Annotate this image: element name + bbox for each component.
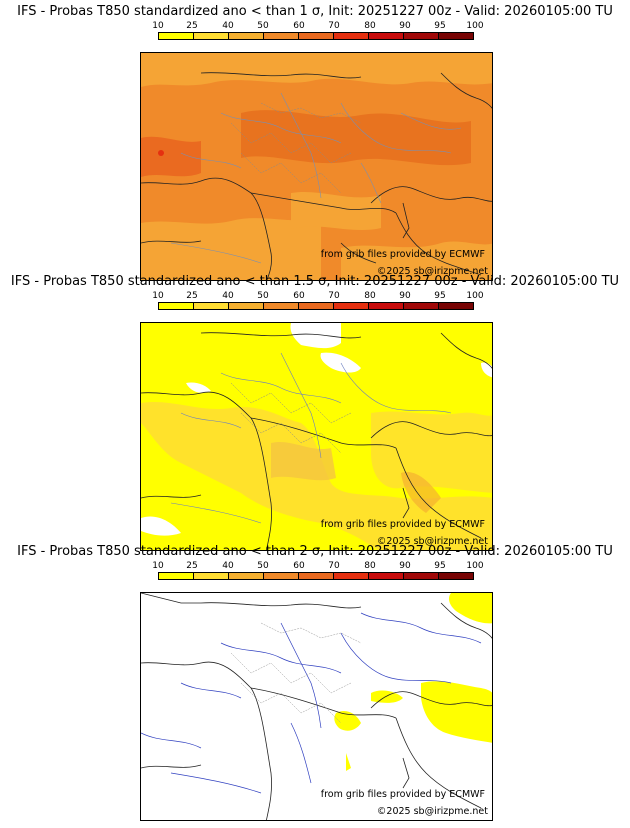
colorbar-tick-label: 80 bbox=[364, 291, 376, 301]
colorbar-tick-label: 60 bbox=[293, 21, 305, 31]
map-canvas bbox=[141, 323, 492, 550]
colorbar-segment bbox=[229, 33, 264, 39]
colorbar-tick-label: 100 bbox=[466, 21, 484, 31]
colorbar-tick-label: 25 bbox=[186, 291, 198, 301]
colorbar-tick-label: 50 bbox=[257, 291, 269, 301]
colorbar-tick-label: 25 bbox=[186, 561, 198, 571]
colorbar-segment bbox=[159, 303, 194, 309]
map-panel-1-5sigma: IFS - Probas T850 standardized ano < tha… bbox=[0, 274, 630, 551]
colorbar-segment bbox=[439, 303, 473, 309]
colorbar-tick-label: 40 bbox=[222, 561, 234, 571]
colorbar-tick-label: 60 bbox=[293, 561, 305, 571]
colorbar-segment bbox=[334, 303, 369, 309]
colorbar-tick-label: 40 bbox=[222, 291, 234, 301]
colorbar-tick-label: 70 bbox=[328, 21, 340, 31]
colorbar-segment bbox=[194, 573, 229, 579]
credit-copyright: ©2025 sb@irizpme.net bbox=[376, 536, 488, 547]
colorbar-tick-label: 50 bbox=[257, 21, 269, 31]
colorbar-tick-label: 100 bbox=[466, 561, 484, 571]
colorbar-segment bbox=[439, 573, 473, 579]
credit-copyright: ©2025 sb@irizpme.net bbox=[376, 266, 488, 277]
colorbar-tick-label: 10 bbox=[152, 21, 164, 31]
colorbar-segment bbox=[369, 573, 404, 579]
probability-map: from grib files provided by ECMWF ©2025 … bbox=[140, 52, 493, 281]
colorbar-segment bbox=[159, 573, 194, 579]
probability-map: from grib files provided by ECMWF ©2025 … bbox=[140, 592, 493, 821]
colorbar-tick-label: 100 bbox=[466, 291, 484, 301]
probability-map: from grib files provided by ECMWF ©2025 … bbox=[140, 322, 493, 551]
colorbar bbox=[158, 32, 474, 40]
colorbar-segment bbox=[264, 303, 299, 309]
colorbar-tick-label: 10 bbox=[152, 561, 164, 571]
credit-source: from grib files provided by ECMWF bbox=[320, 249, 485, 260]
colorbar-segment bbox=[439, 33, 473, 39]
credit-source: from grib files provided by ECMWF bbox=[320, 519, 485, 530]
colorbar-segment bbox=[264, 33, 299, 39]
colorbar-segment bbox=[404, 303, 439, 309]
map-panel-2sigma: IFS - Probas T850 standardized ano < tha… bbox=[0, 544, 630, 821]
colorbar-tick-label: 50 bbox=[257, 561, 269, 571]
map-panel-1sigma: IFS - Probas T850 standardized ano < tha… bbox=[0, 4, 630, 281]
colorbar-segment bbox=[334, 573, 369, 579]
panel-title: IFS - Probas T850 standardized ano < tha… bbox=[17, 4, 613, 19]
colorbar-tick-label: 60 bbox=[293, 291, 305, 301]
panel-title: IFS - Probas T850 standardized ano < tha… bbox=[17, 544, 613, 559]
colorbar-ticks: 10 25 40 50 60 70 80 90 95 100 bbox=[140, 21, 490, 31]
colorbar-segment bbox=[264, 573, 299, 579]
colorbar-tick-label: 10 bbox=[152, 291, 164, 301]
colorbar-segment bbox=[194, 33, 229, 39]
colorbar-tick-label: 40 bbox=[222, 21, 234, 31]
colorbar-tick-label: 80 bbox=[364, 561, 376, 571]
map-canvas bbox=[141, 53, 492, 280]
colorbar-segment bbox=[229, 303, 264, 309]
credit-copyright: ©2025 sb@irizpme.net bbox=[376, 806, 488, 817]
colorbar-tick-label: 70 bbox=[328, 291, 340, 301]
colorbar-tick-label: 25 bbox=[186, 21, 198, 31]
colorbar-tick-label: 95 bbox=[434, 21, 446, 31]
colorbar-ticks: 10 25 40 50 60 70 80 90 95 100 bbox=[140, 561, 490, 571]
colorbar-tick-label: 90 bbox=[399, 561, 411, 571]
colorbar-tick-label: 90 bbox=[399, 21, 411, 31]
colorbar-segment bbox=[369, 303, 404, 309]
credit-source: from grib files provided by ECMWF bbox=[320, 789, 485, 800]
colorbar-segment bbox=[299, 33, 334, 39]
colorbar-segment bbox=[194, 303, 229, 309]
colorbar-tick-label: 80 bbox=[364, 21, 376, 31]
colorbar-segment bbox=[299, 573, 334, 579]
colorbar-ticks: 10 25 40 50 60 70 80 90 95 100 bbox=[140, 291, 490, 301]
colorbar-segment bbox=[334, 33, 369, 39]
colorbar-segment bbox=[229, 573, 264, 579]
colorbar-segment bbox=[404, 33, 439, 39]
colorbar-tick-label: 90 bbox=[399, 291, 411, 301]
colorbar bbox=[158, 572, 474, 580]
colorbar-tick-label: 70 bbox=[328, 561, 340, 571]
colorbar-tick-label: 95 bbox=[434, 291, 446, 301]
map-canvas bbox=[141, 593, 492, 820]
colorbar-segment bbox=[404, 573, 439, 579]
colorbar bbox=[158, 302, 474, 310]
colorbar-tick-label: 95 bbox=[434, 561, 446, 571]
panel-title: IFS - Probas T850 standardized ano < tha… bbox=[10, 274, 620, 289]
colorbar-segment bbox=[159, 33, 194, 39]
colorbar-segment bbox=[369, 33, 404, 39]
colorbar-segment bbox=[299, 303, 334, 309]
